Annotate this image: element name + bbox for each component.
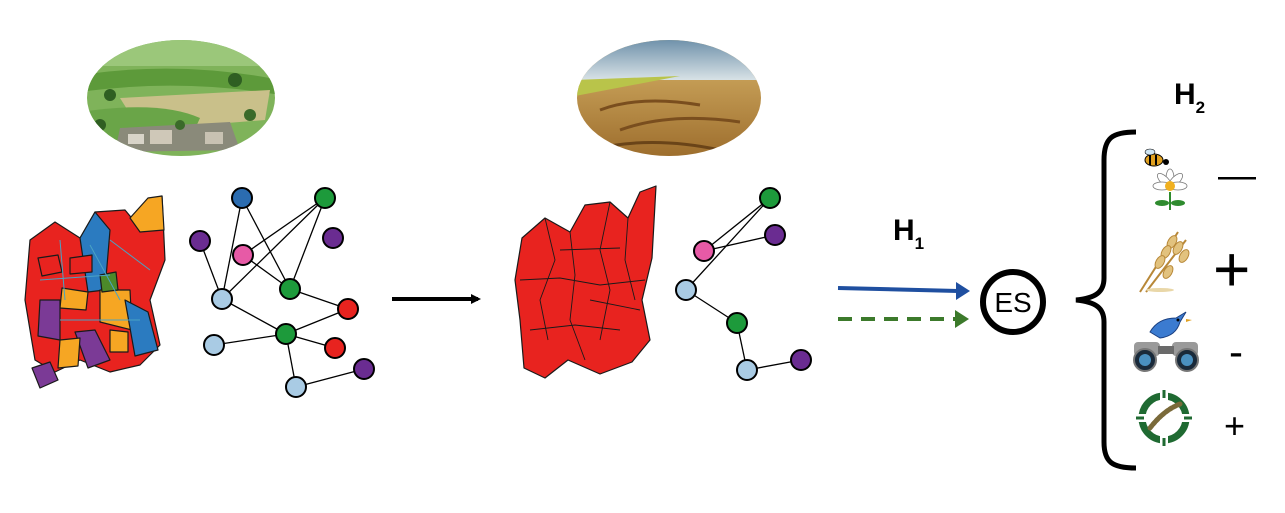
network-node	[275, 323, 297, 345]
network-node	[189, 230, 211, 252]
homogeneous-patch-borders	[519, 201, 646, 361]
monoculture-landscape-photo	[577, 40, 761, 156]
network-node	[285, 376, 307, 398]
es-sign-3: -	[1229, 328, 1243, 375]
network-node	[211, 288, 233, 310]
patch-map-borders	[39, 239, 151, 321]
network-node	[736, 359, 758, 381]
es-label: ES	[994, 287, 1031, 318]
es-sign-4: +	[1224, 405, 1245, 446]
network-node	[337, 298, 359, 320]
heterogeneous-patch-map	[24, 195, 166, 389]
es-sign-1: —	[1218, 155, 1256, 197]
h1-label: H1	[893, 214, 924, 253]
network-node	[759, 187, 781, 209]
pest-target-icon	[1134, 388, 1194, 448]
wheat-icon	[1139, 231, 1190, 293]
h2-label: H2	[1174, 78, 1205, 117]
network-node	[322, 227, 344, 249]
network-node	[203, 334, 225, 356]
reduced-network	[675, 187, 812, 381]
network-node	[314, 187, 336, 209]
homogeneous-patch-map	[514, 185, 657, 379]
diverse-network	[189, 187, 375, 398]
network-node	[790, 349, 812, 371]
bee-flower-icon	[1144, 148, 1188, 210]
network-node	[353, 358, 375, 380]
diverse-landscape-photo	[87, 40, 275, 156]
network-node	[726, 312, 748, 334]
network-node	[764, 224, 786, 246]
es-node: ES	[980, 269, 1046, 335]
network-node	[324, 337, 346, 359]
solid-arrow	[837, 286, 959, 293]
network-node	[232, 244, 254, 266]
bird-binoculars-icon	[1133, 311, 1199, 372]
network-node	[231, 187, 253, 209]
es-sign-2: +	[1213, 233, 1250, 305]
curly-brace	[1075, 129, 1137, 471]
network-node	[279, 278, 301, 300]
network-node	[675, 279, 697, 301]
network-node	[693, 240, 715, 262]
